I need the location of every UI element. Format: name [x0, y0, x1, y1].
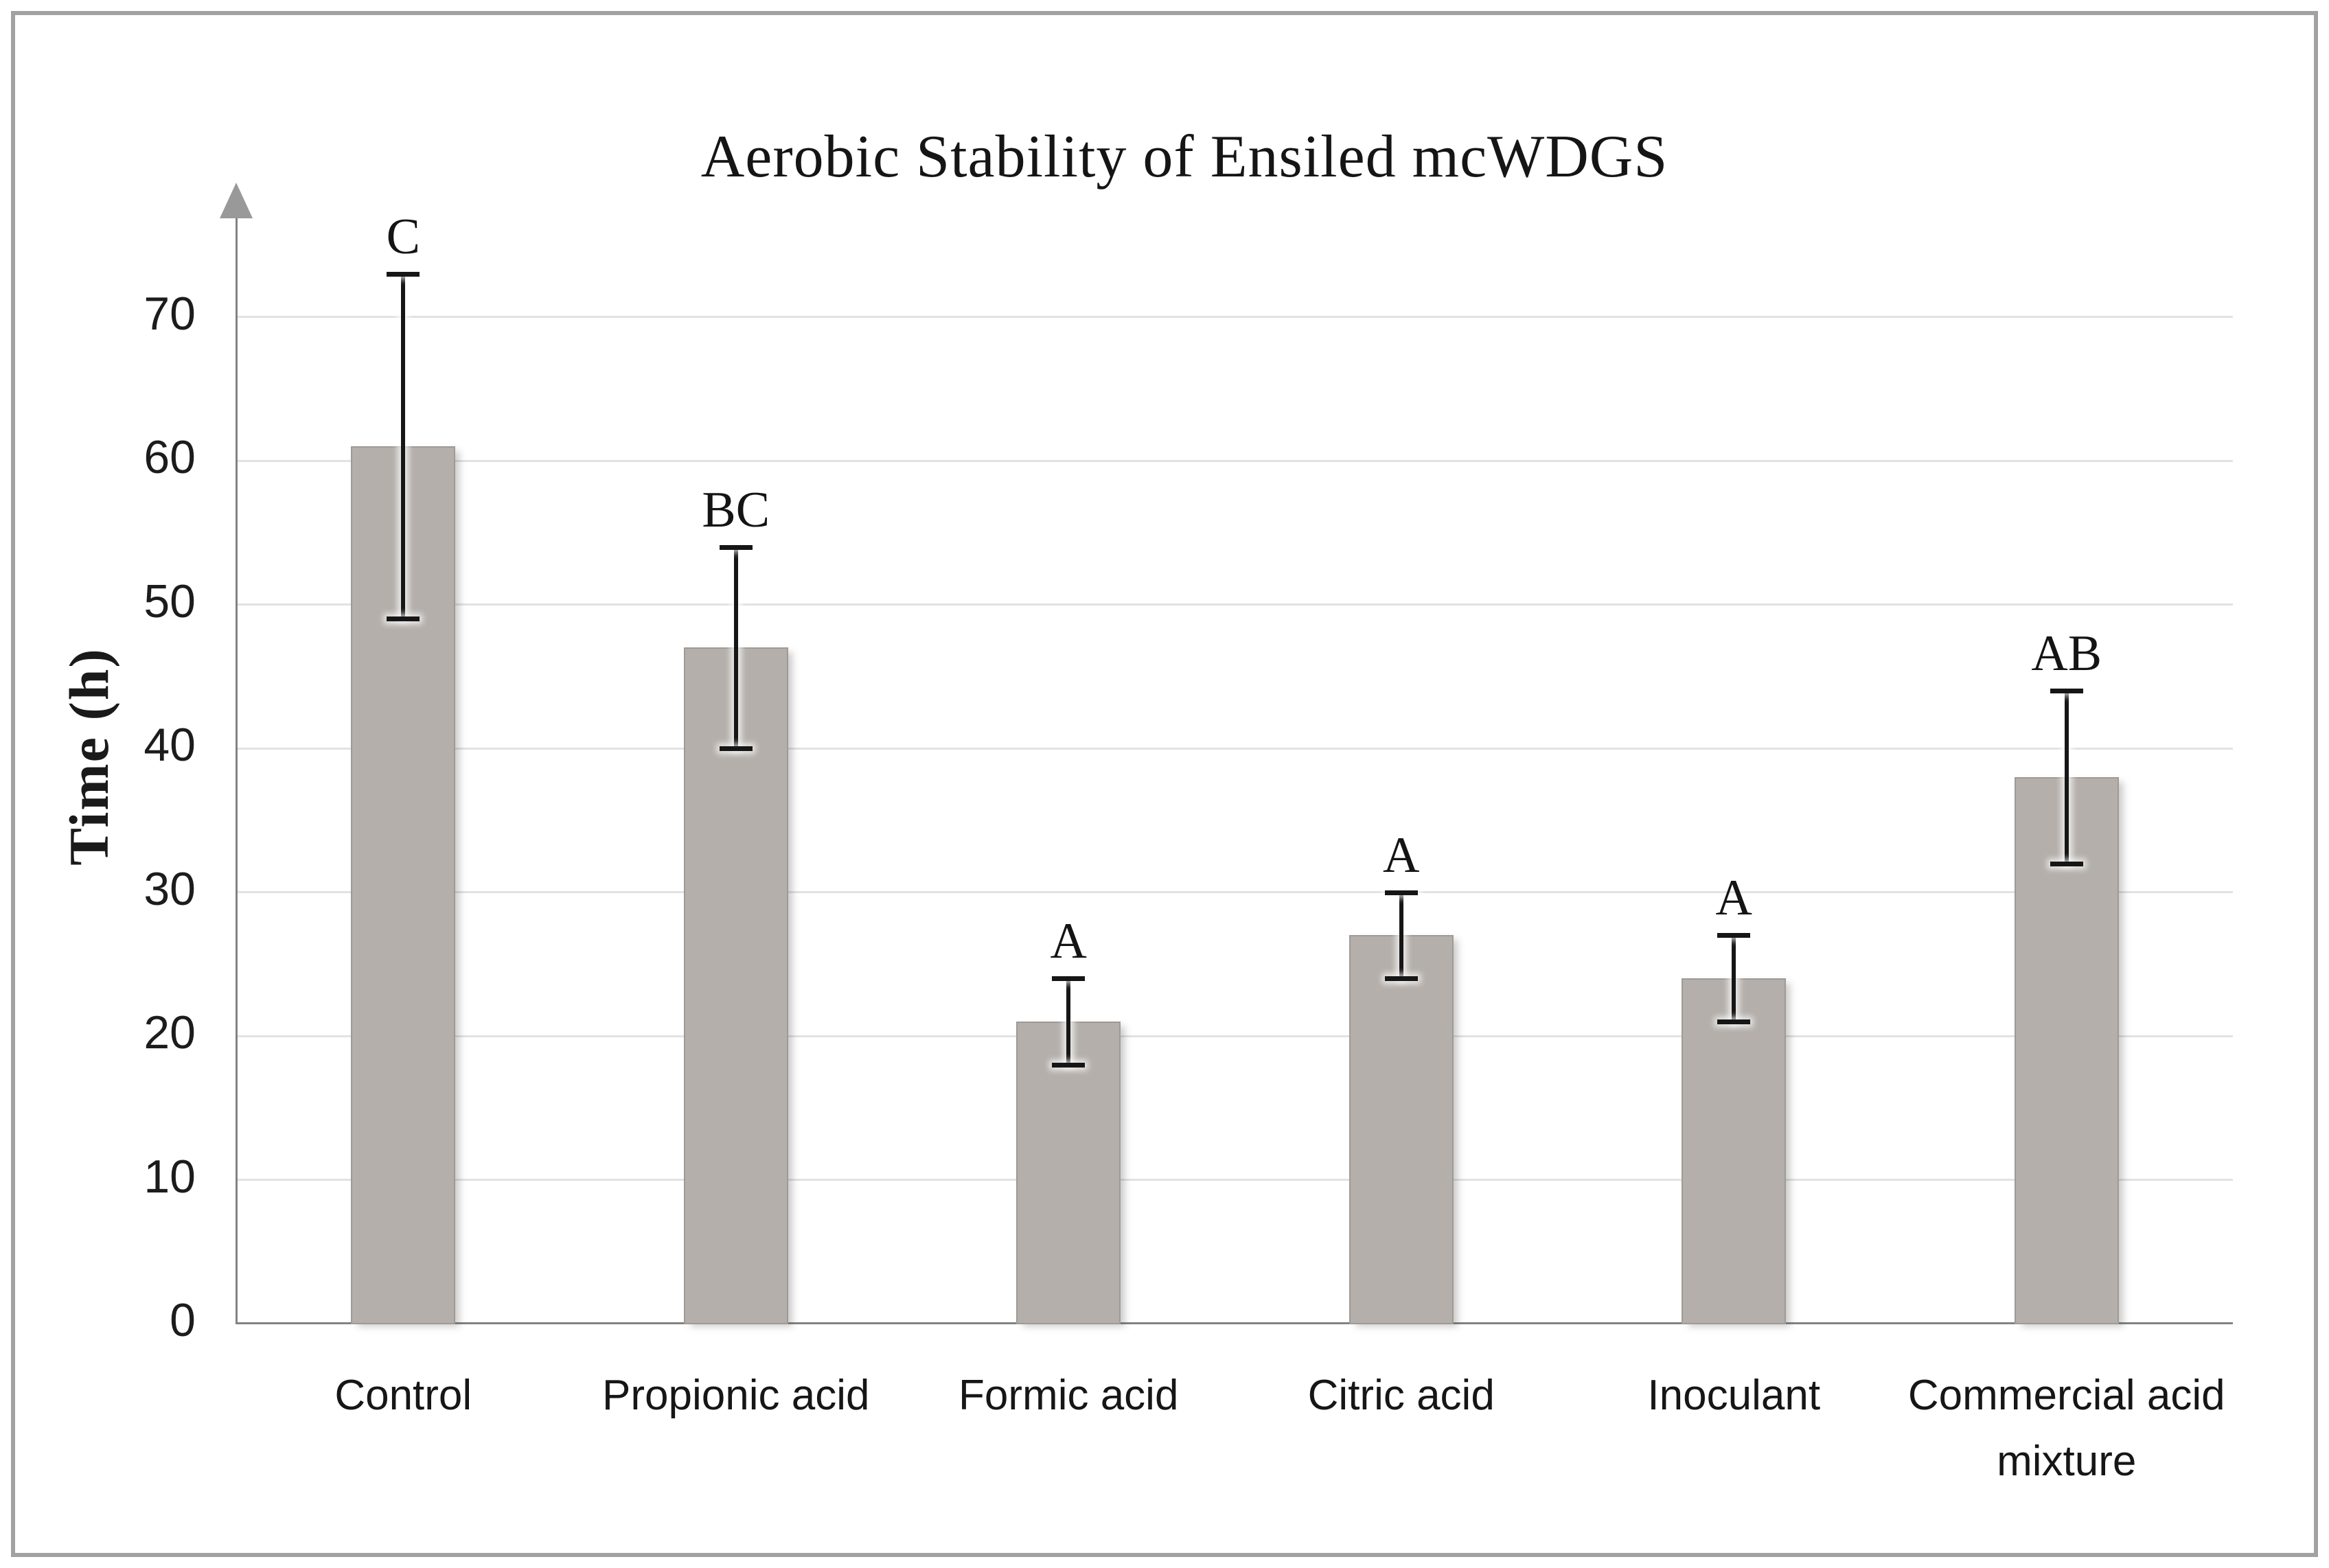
gridline — [237, 603, 2233, 606]
significance-letter: BC — [702, 481, 770, 538]
x-axis-line — [236, 1322, 2233, 1324]
error-cap-top — [1717, 933, 1751, 938]
bar — [1349, 935, 1454, 1324]
error-bar — [1066, 978, 1071, 1065]
bar — [1682, 978, 1787, 1324]
bar — [2014, 776, 2119, 1324]
bar — [1016, 1022, 1121, 1324]
y-axis-arrow-icon — [220, 183, 253, 218]
y-tick-label: 60 — [144, 431, 196, 483]
gridline — [237, 1035, 2233, 1037]
y-tick-label: 30 — [144, 862, 196, 915]
error-cap-bottom — [719, 746, 753, 751]
significance-letter: AB — [2031, 625, 2102, 682]
x-axis-label: Formic acid — [959, 1372, 1179, 1419]
x-axis-label: Propionic acid — [602, 1372, 870, 1419]
error-bar — [1732, 935, 1736, 1022]
significance-letter: A — [1715, 870, 1752, 927]
y-tick-label: 70 — [144, 287, 196, 340]
y-axis-line — [236, 216, 238, 1324]
y-tick-label: 20 — [144, 1006, 196, 1059]
error-cap-bottom — [2050, 861, 2083, 866]
y-tick-label: 40 — [144, 719, 196, 771]
bar — [683, 647, 788, 1324]
x-axis-label: Commercial acid mixture — [1907, 1372, 2225, 1485]
error-bar — [2064, 691, 2069, 864]
error-bar — [401, 273, 406, 619]
error-cap-bottom — [1717, 1019, 1751, 1025]
y-tick-label: 50 — [144, 575, 196, 627]
x-axis-label: Inoculant — [1647, 1372, 1821, 1419]
gridline — [237, 1179, 2233, 1181]
significance-letter: A — [1050, 913, 1087, 970]
error-bar — [1399, 892, 1403, 979]
significance-letter: C — [386, 208, 420, 265]
y-tick-label: 10 — [144, 1150, 196, 1203]
error-cap-top — [719, 544, 753, 550]
error-cap-top — [1052, 976, 1086, 982]
error-cap-bottom — [387, 616, 420, 622]
gridline — [237, 459, 2233, 462]
x-axis-label: Control — [334, 1372, 472, 1419]
bar — [351, 446, 456, 1324]
gridline — [237, 891, 2233, 893]
error-bar — [733, 546, 738, 748]
gridline — [237, 747, 2233, 750]
error-cap-top — [2050, 689, 2083, 694]
significance-letter: A — [1383, 827, 1420, 884]
gridline — [237, 316, 2233, 318]
error-cap-bottom — [1052, 1062, 1086, 1068]
y-tick-label: 0 — [170, 1294, 196, 1346]
chart-title: Aerobic Stability of Ensiled mcWDGS — [700, 124, 1668, 190]
x-axis-label: Citric acid — [1307, 1372, 1495, 1419]
error-cap-top — [387, 271, 420, 277]
error-cap-bottom — [1384, 976, 1418, 982]
error-cap-top — [1384, 890, 1418, 895]
